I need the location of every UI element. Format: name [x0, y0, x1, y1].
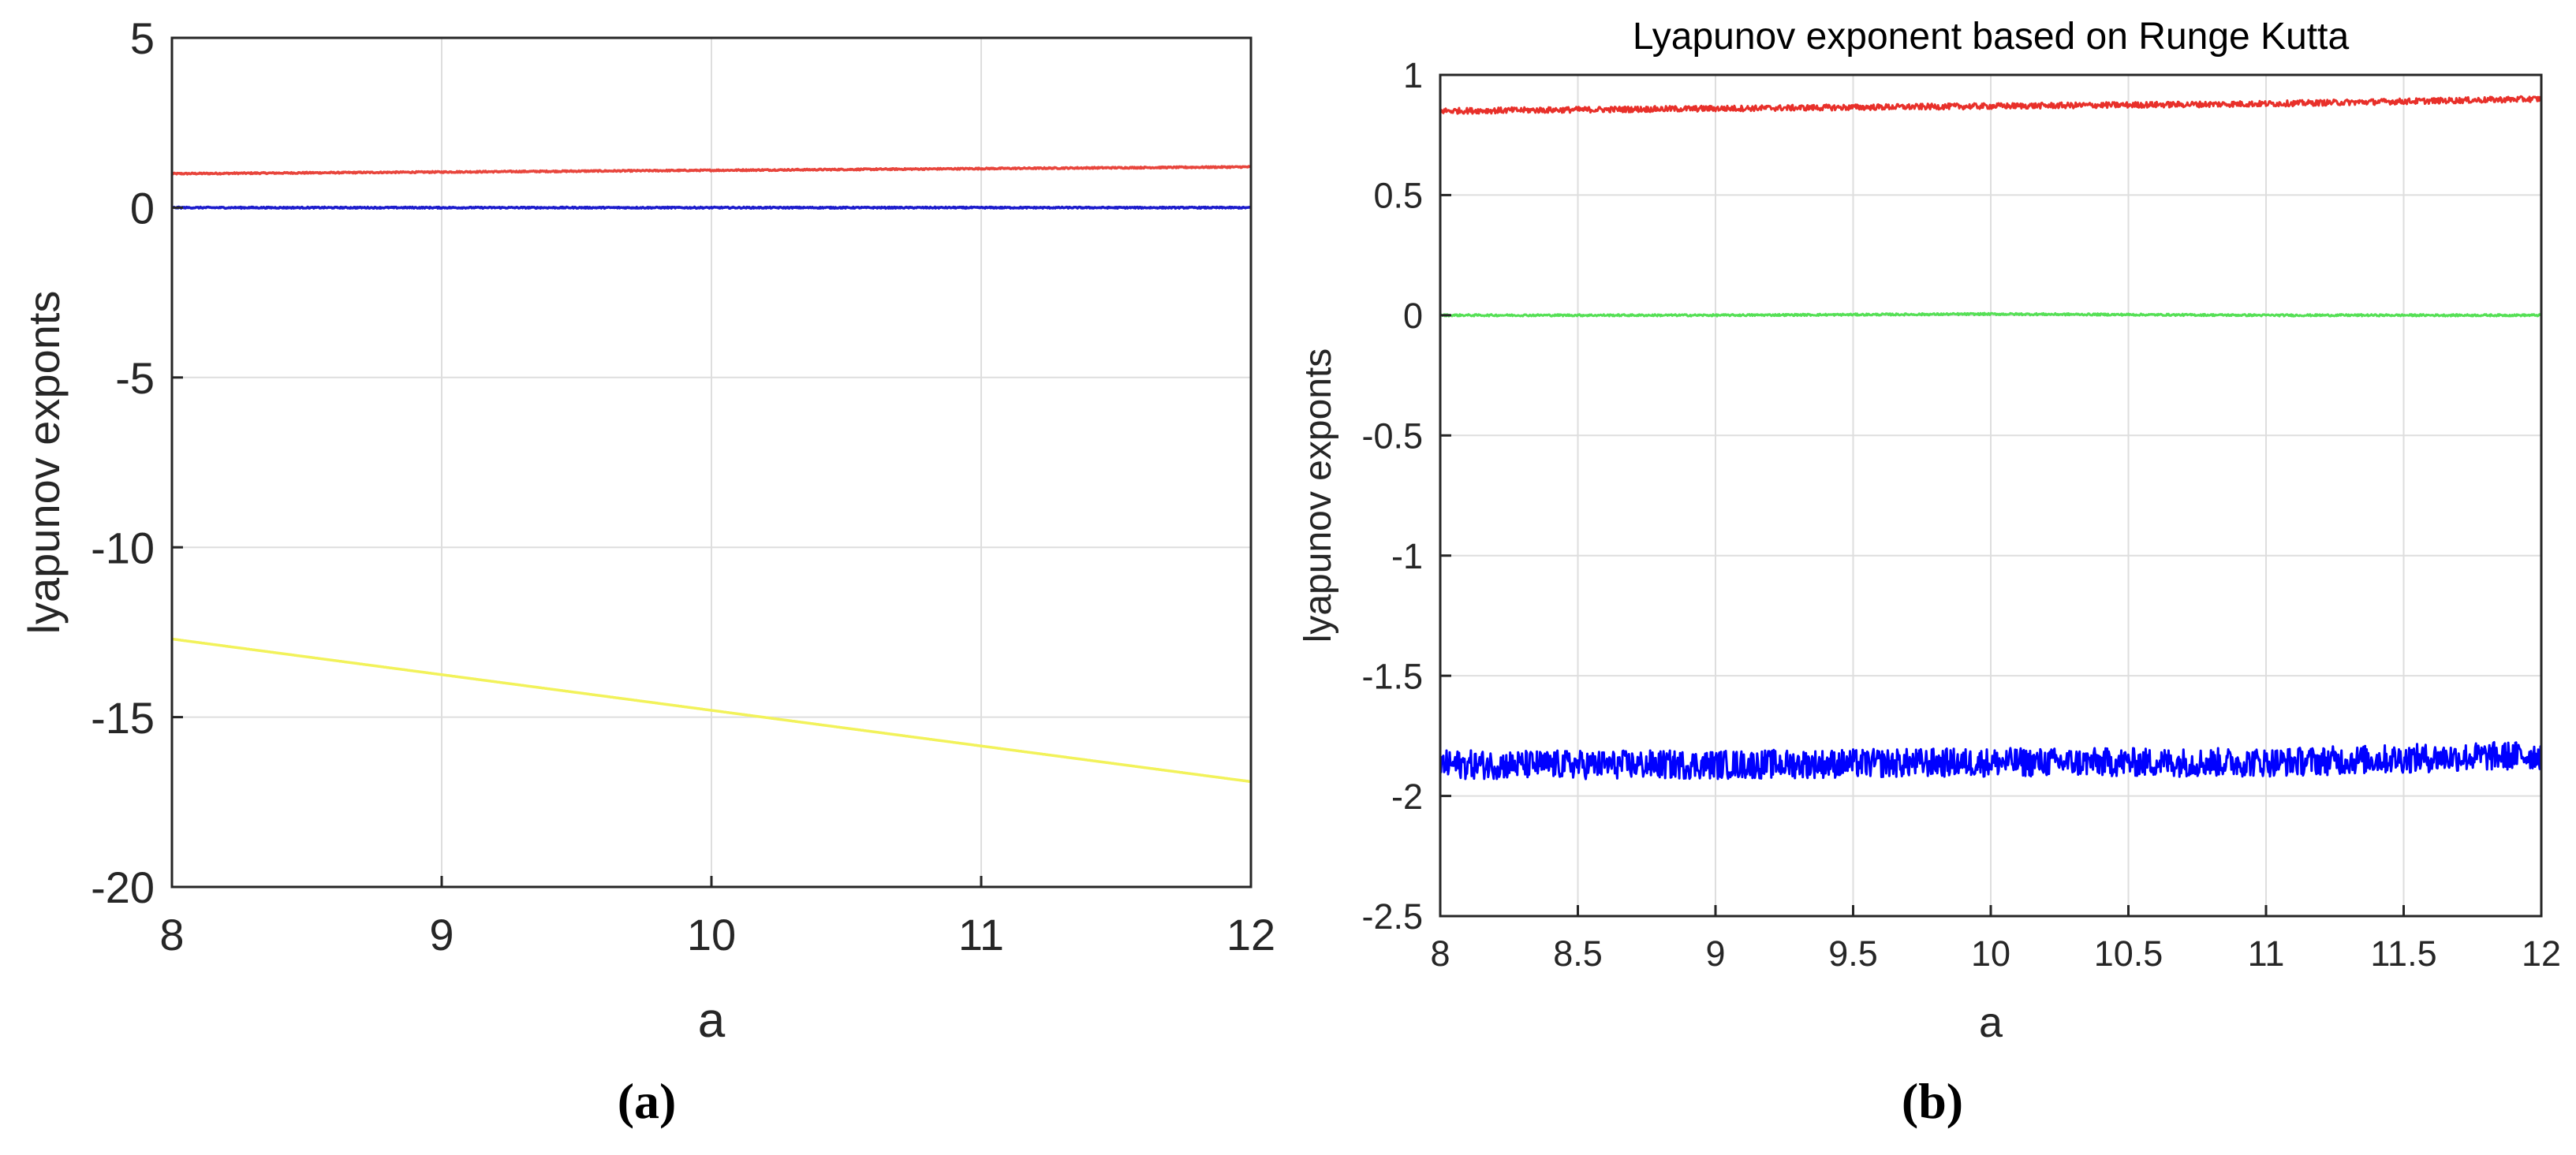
y-tick-label: -15: [91, 693, 155, 743]
y-tick-label: 0: [130, 184, 155, 233]
y-tick-label: -20: [91, 863, 155, 912]
x-tick-label: 8: [159, 910, 184, 959]
x-tick-label: 9: [1705, 933, 1725, 974]
y-tick-label: 0: [1403, 296, 1423, 336]
series-line-3: [1439, 741, 2543, 781]
x-axis-title: a: [1979, 999, 2003, 1046]
y-tick-label: -5: [115, 353, 155, 403]
y-tick-label: -2.5: [1361, 896, 1423, 937]
series-line-2: [1439, 311, 2542, 318]
y-tick-label: -0.5: [1361, 415, 1423, 456]
y-tick-label: 5: [130, 13, 155, 63]
x-tick-label: 11.5: [2370, 933, 2436, 974]
y-tick-label: -10: [91, 523, 155, 572]
x-tick-label: 9: [429, 910, 454, 959]
x-tick-label: 10.5: [2094, 933, 2163, 974]
panel-label: (a): [618, 1073, 677, 1129]
panel-label: (b): [1902, 1073, 1963, 1129]
y-tick-label: -2: [1391, 777, 1423, 817]
x-tick-label: 12: [1226, 910, 1275, 959]
chart-panel-a: 8 9 10 11 12 5 0 -5 -10 -15 -20 a lyapunov exponts (a…: [19, 13, 1275, 1129]
y-tick-label: -1: [1391, 536, 1423, 576]
y-tick-label: 0.5: [1373, 176, 1423, 216]
series-line-1: [171, 165, 1252, 176]
x-axis-title: a: [698, 993, 726, 1048]
x-tick-label: 12: [2522, 933, 2561, 974]
x-tick-label: 11: [958, 910, 1004, 959]
y-axis-title: lyapunov exponts: [19, 291, 69, 635]
x-tick-label: 9.5: [1828, 933, 1878, 974]
x-tick-label: 8: [1430, 933, 1450, 974]
series-line-2: [170, 205, 1252, 211]
x-tick-label: 11: [2248, 933, 2285, 974]
y-tick-label: -1.5: [1361, 656, 1423, 696]
series-line-1: [1439, 95, 2543, 115]
x-tick-label: 8.5: [1553, 933, 1603, 974]
x-tick-label: 10: [687, 910, 736, 959]
y-axis-title: lyapunov exponts: [1297, 348, 1339, 643]
chart-title: Lyapunov exponent based on Runge Kutta: [1633, 16, 2350, 58]
series-line-3: [171, 637, 1252, 784]
y-tick-label: 1: [1403, 55, 1423, 95]
x-tick-label: 10: [1971, 933, 2010, 974]
chart-panel-b: 8 8.5 9 9.5 10 10.5 11 11.5 1210.50-0.5-1-1.5-2-…: [1297, 16, 2561, 1129]
